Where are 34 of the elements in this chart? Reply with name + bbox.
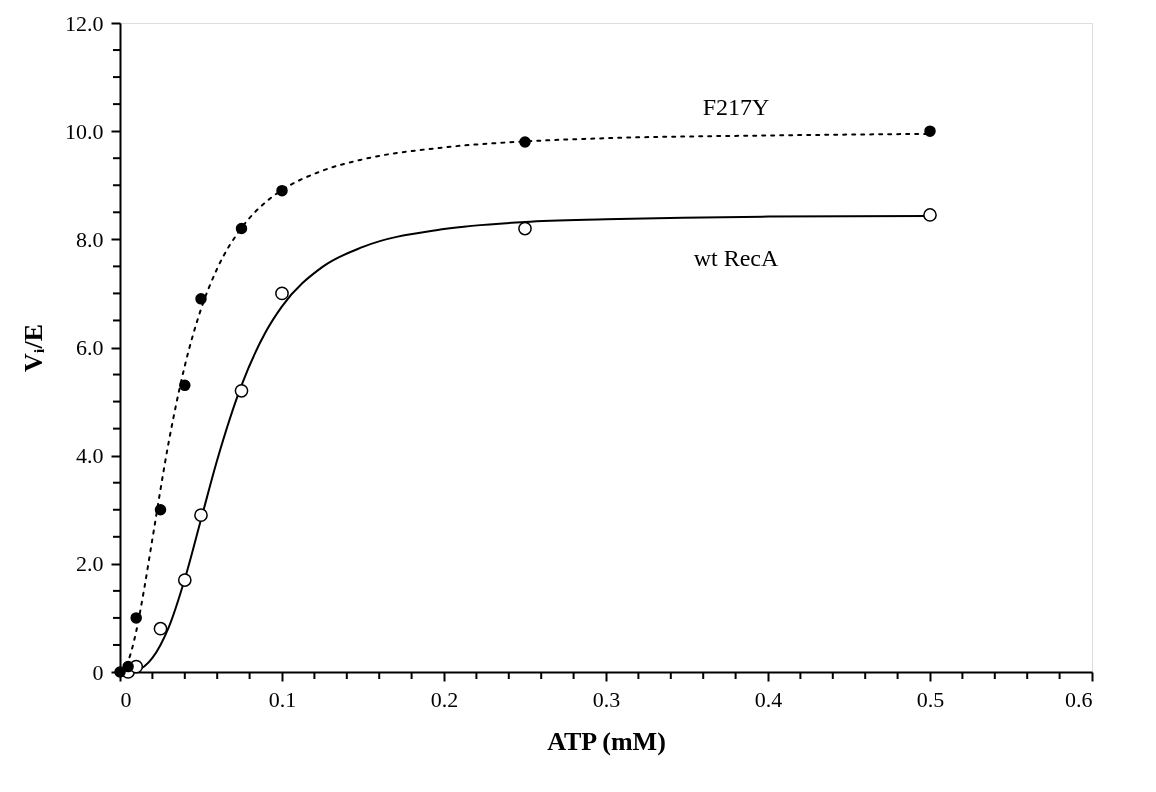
point [519,136,531,148]
x-tick-label: 0.2 [430,686,459,712]
y-tick-label: 6.0 [76,335,104,360]
y-tick-label: 10.0 [65,118,104,144]
point [130,612,142,624]
point [177,573,192,587]
y-tick-label: 4.0 [76,443,104,469]
point [179,379,191,392]
point [275,286,289,301]
y-tick-label: 2.0 [76,551,104,577]
point [923,208,937,222]
x-tick-label: 0.1 [268,686,297,712]
point [194,508,208,523]
y-tick-label: 0 [92,659,104,685]
point [235,222,248,235]
x-tick-label: 0.5 [916,686,945,712]
point [276,184,288,197]
y-axis-title: Vᵢ/E [19,324,48,372]
point [518,221,532,236]
point [122,660,134,673]
x-tick-label: 0 [120,686,132,712]
series-label: F217Y [702,94,770,121]
x-tick-label: 0.4 [754,686,783,712]
x-tick-label: 0.3 [592,686,621,712]
y-tick-label: 8.0 [76,226,104,252]
point [195,293,207,305]
point [924,125,936,137]
point [154,504,167,516]
y-tick-label: 12.0 [65,10,104,36]
point [234,383,249,398]
series-label: wt RecA [693,245,779,272]
x-axis-title: ATP (mM) [547,726,666,756]
point [153,621,168,636]
x-tick-label: 0.6 [1065,686,1093,712]
